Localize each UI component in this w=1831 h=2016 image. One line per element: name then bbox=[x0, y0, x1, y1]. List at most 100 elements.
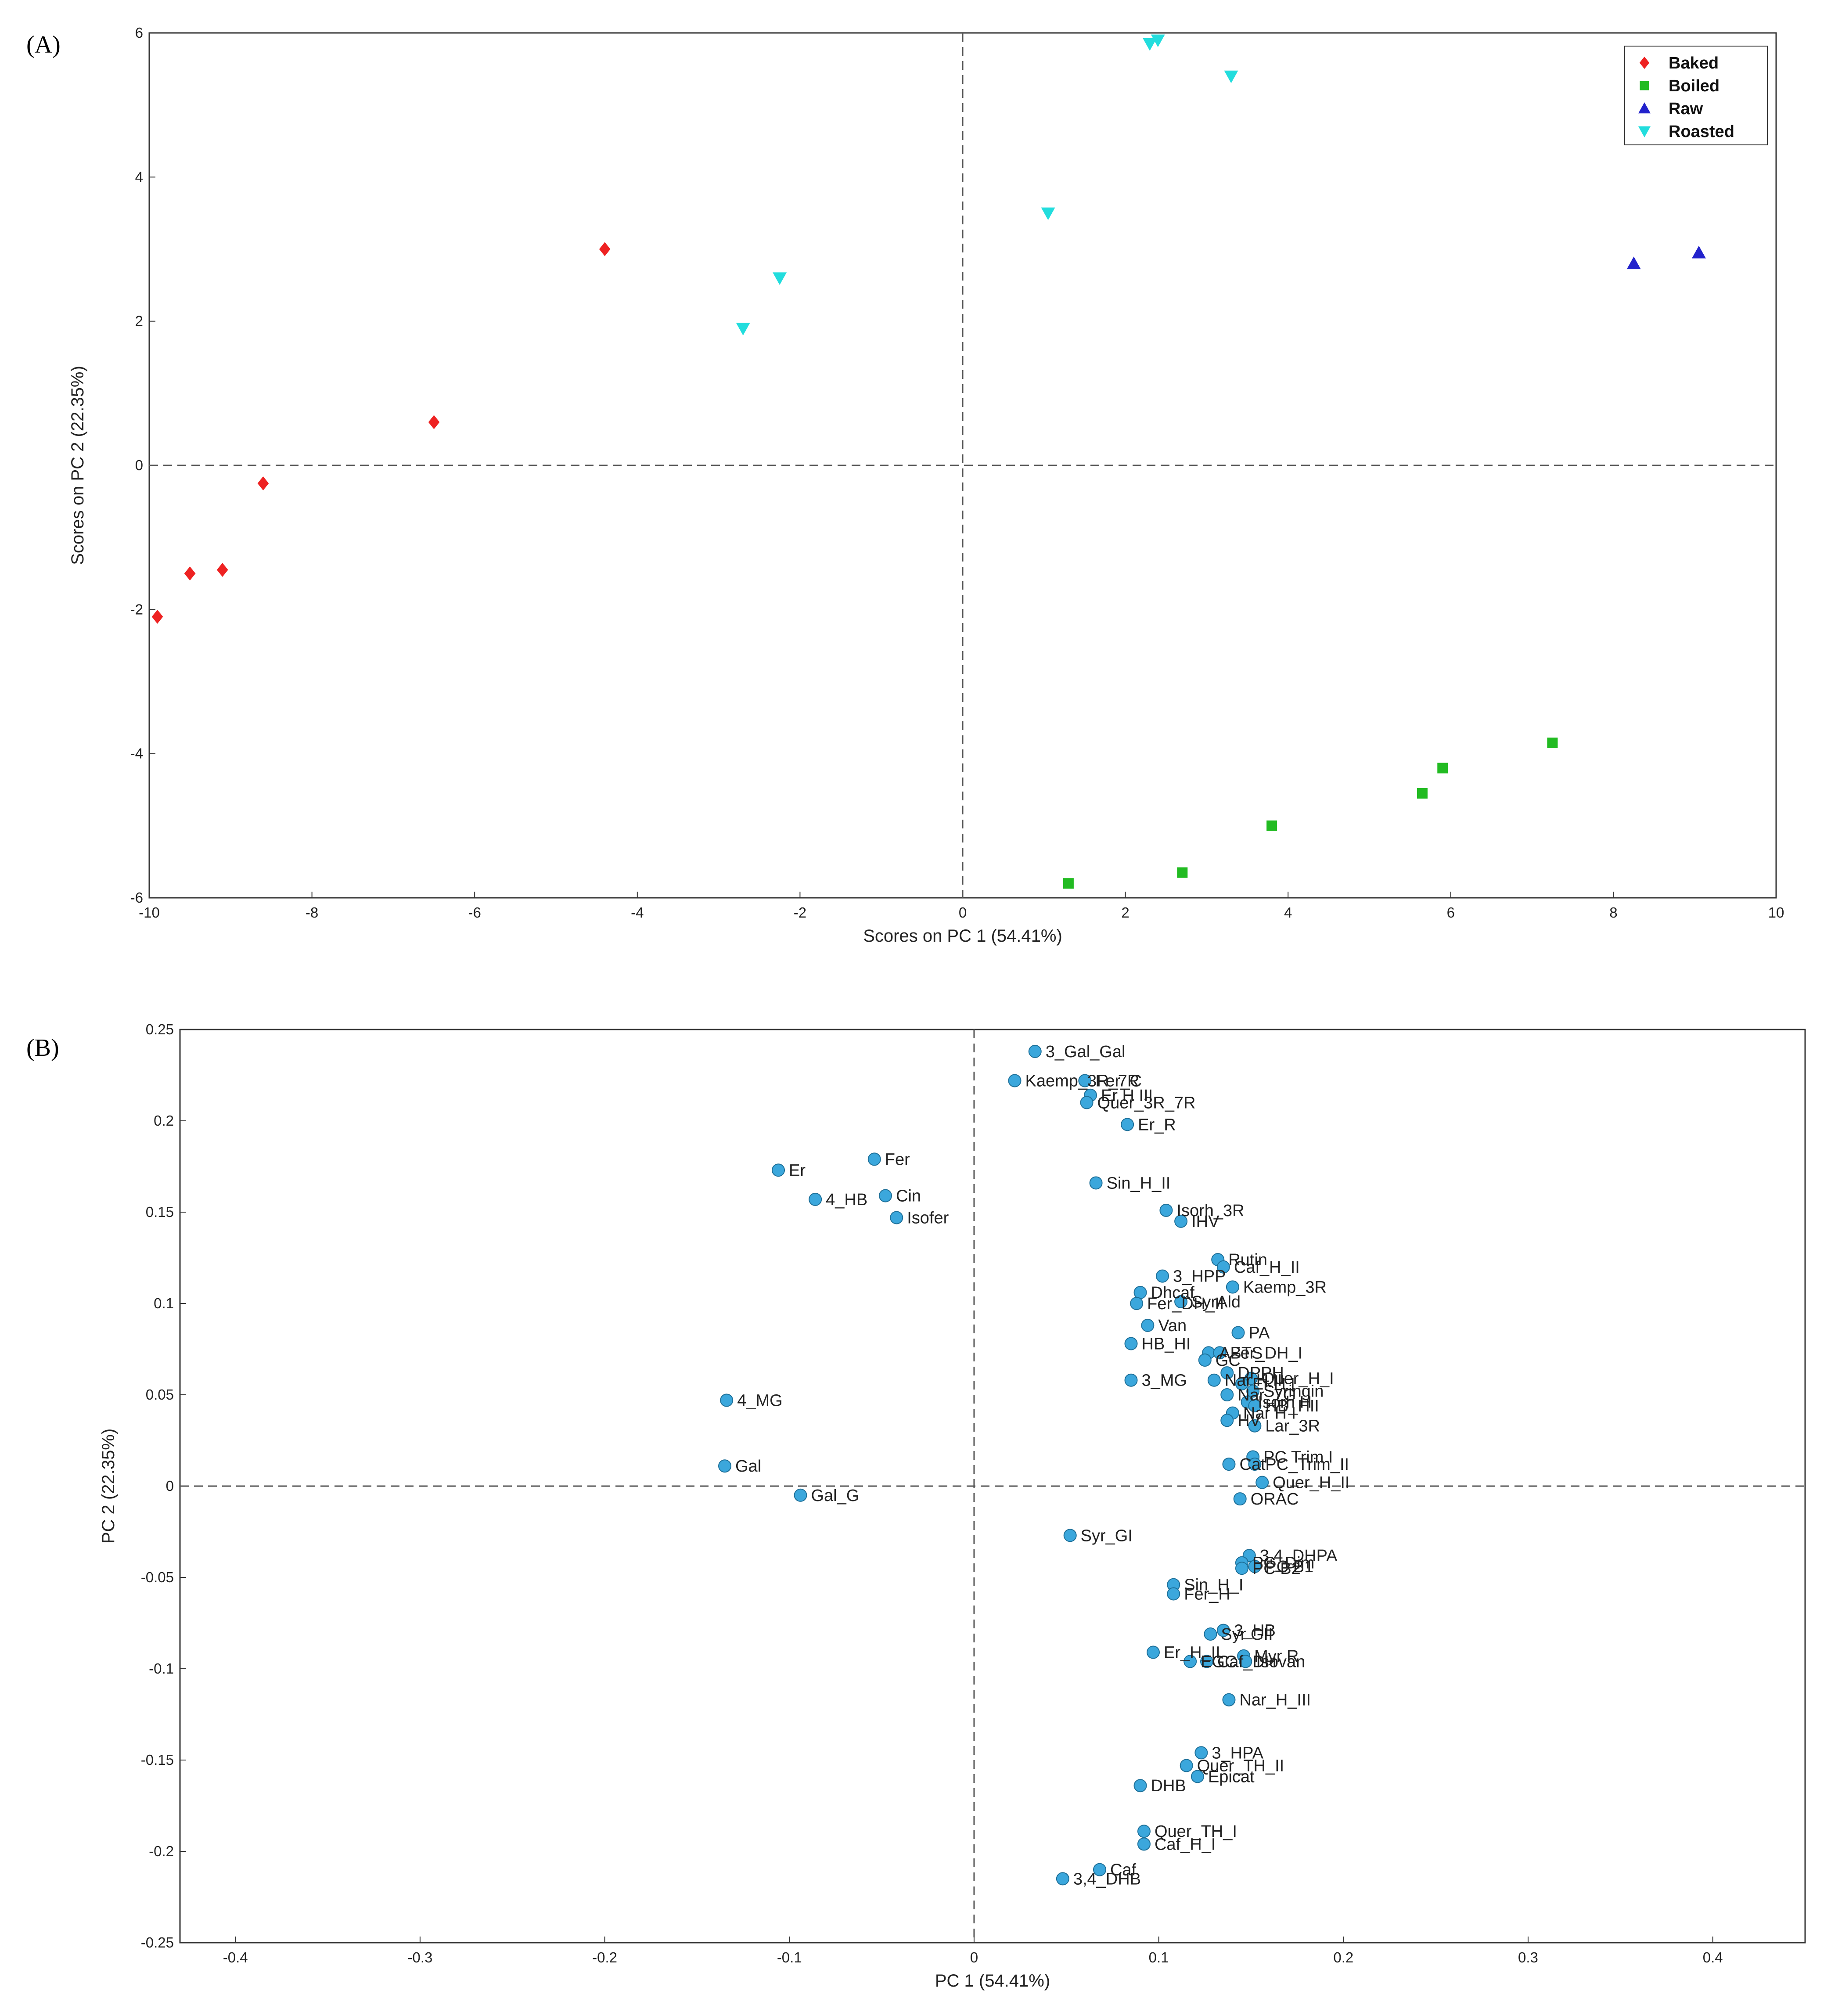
scores-x-tick-label: -8 bbox=[306, 904, 318, 921]
series-boiled bbox=[1063, 738, 1558, 889]
scores-legend: Baked Boiled Raw Roasted bbox=[1624, 46, 1768, 145]
legend-label-raw: Raw bbox=[1669, 100, 1703, 118]
loading-point-3-hpa bbox=[1194, 1746, 1208, 1760]
loading-label-hb-hii: HB_HII bbox=[1265, 1397, 1319, 1415]
loading-point-3-gal-gal bbox=[1028, 1044, 1042, 1058]
loading-point-fer-h bbox=[1167, 1587, 1180, 1601]
loading-point-3-4-dhb bbox=[1056, 1872, 1069, 1886]
loading-point-syr-gi bbox=[1063, 1529, 1077, 1542]
loading-point-fer bbox=[867, 1152, 881, 1166]
loadings-x-tick-label: -0.2 bbox=[592, 1949, 617, 1966]
legend-label-roasted: Roasted bbox=[1669, 122, 1734, 141]
loading-label-pc-dim: PC_Dim bbox=[1252, 1554, 1314, 1573]
raw-point bbox=[1691, 245, 1706, 259]
legend-label-boiled: Boiled bbox=[1669, 77, 1719, 95]
loadings-x-tick-label: 0.4 bbox=[1703, 1949, 1723, 1966]
loading-point-3-hb bbox=[1216, 1624, 1230, 1637]
loading-label-3-hpa: 3_HPA bbox=[1212, 1744, 1263, 1762]
loading-point-pc-b1 bbox=[1248, 1560, 1262, 1573]
loading-point-dhcaf bbox=[1133, 1286, 1147, 1300]
loading-label-isorh-3r: Isorh_3R bbox=[1176, 1202, 1244, 1220]
loading-point-egc bbox=[1183, 1655, 1197, 1668]
loading-point-4-hb bbox=[809, 1192, 822, 1206]
loading-label-quer-th-i: Quer_TH_I bbox=[1155, 1822, 1237, 1841]
scores-x-tick-label: -6 bbox=[468, 904, 481, 921]
loadings-y-tick-label: 0.2 bbox=[154, 1112, 174, 1129]
loading-label-fer-dh-i: Fer_DH_I bbox=[1230, 1344, 1302, 1362]
loading-point-er-r bbox=[1121, 1118, 1134, 1131]
loading-point-gc bbox=[1198, 1353, 1212, 1367]
loadings-x-tick-label: -0.4 bbox=[223, 1949, 248, 1966]
loading-label-4-hb: 4_HB bbox=[826, 1191, 867, 1209]
loading-label-4-mg: 4_MG bbox=[737, 1391, 782, 1410]
loading-label-egc: EGC bbox=[1201, 1652, 1237, 1671]
roasted-point bbox=[1041, 207, 1055, 220]
loading-point-gal-g bbox=[794, 1488, 807, 1502]
loading-point-orac bbox=[1233, 1492, 1247, 1506]
loading-point-4-mg bbox=[720, 1393, 734, 1407]
loading-label-cat: Cat bbox=[1239, 1455, 1266, 1474]
loadings-y-tick-label: -0.05 bbox=[141, 1569, 174, 1585]
boiled-point bbox=[1437, 763, 1448, 774]
loading-label-pc-b2: PC B2 bbox=[1252, 1559, 1301, 1578]
loading-label-quer-th-ii: Quer_TH_II bbox=[1197, 1757, 1284, 1775]
baked-point bbox=[428, 415, 440, 429]
scores-x-tick-label: 10 bbox=[1768, 904, 1784, 921]
loading-point-3-hpp bbox=[1156, 1269, 1169, 1283]
loading-point-nar-h-ii bbox=[1207, 1373, 1221, 1387]
loading-label-er-r: Er_R bbox=[1138, 1116, 1176, 1134]
loading-point-er-h-ii bbox=[1146, 1645, 1160, 1659]
loading-point-syrald bbox=[1174, 1295, 1188, 1308]
loading-label-3-hpp: 3_HPP bbox=[1173, 1267, 1226, 1286]
loading-label-syringin: Syringin bbox=[1263, 1382, 1324, 1401]
boiled-point bbox=[1417, 788, 1428, 799]
loading-label-orac: ORAC bbox=[1251, 1490, 1299, 1508]
loading-label-caf-dh: Caf_DH bbox=[1217, 1652, 1277, 1671]
loading-label-quer-h-ii: Quer_H_II bbox=[1273, 1474, 1349, 1492]
boiled-point bbox=[1547, 738, 1558, 749]
loading-label-nar-h-ii: Nar H II bbox=[1225, 1372, 1282, 1390]
loading-point-cin bbox=[879, 1189, 892, 1202]
loadings-y-tick-label: -0.25 bbox=[141, 1934, 174, 1951]
loading-label-fer-dh-ii: Fer_DH_II bbox=[1147, 1295, 1224, 1313]
series-roasted bbox=[736, 34, 1238, 336]
loading-points bbox=[718, 1044, 1269, 1886]
scores-x-tick-label: -2 bbox=[794, 904, 806, 921]
loading-label-isofer: Isofer bbox=[907, 1209, 949, 1227]
scores-y-tick-label: -4 bbox=[130, 745, 143, 762]
loading-point-hb-hi bbox=[1124, 1337, 1138, 1350]
loading-label-gal-g: Gal_G bbox=[811, 1487, 859, 1505]
roasted-point bbox=[1151, 34, 1165, 47]
baked-point bbox=[151, 609, 163, 624]
boiled-point bbox=[1063, 878, 1074, 889]
loading-point-er bbox=[772, 1163, 785, 1177]
loading-label-pa: PA bbox=[1249, 1324, 1270, 1343]
loading-label-syr-gii: Syr GII bbox=[1221, 1625, 1273, 1644]
loading-label-3-gal-gal: 3_Gal_Gal bbox=[1046, 1043, 1126, 1061]
loadings-x-tick-label: 0.2 bbox=[1333, 1949, 1353, 1966]
loading-point-quer-h-ii bbox=[1255, 1476, 1269, 1489]
loading-label-isorh-h: Isorh H bbox=[1258, 1393, 1312, 1412]
loading-label-gc: GC bbox=[1216, 1351, 1241, 1370]
scores-x-tick-label: 8 bbox=[1609, 904, 1617, 921]
scores-y-tick-label: -2 bbox=[130, 601, 143, 617]
roasted-point bbox=[1224, 70, 1238, 83]
loading-point-quer-th-ii bbox=[1180, 1759, 1193, 1772]
scores-x-tick-label: 6 bbox=[1447, 904, 1455, 921]
loading-label-sin-h-i: Sin_H_I bbox=[1184, 1576, 1243, 1595]
loading-label-kaemp-3r-7r: Kaemp_3R_7R bbox=[1025, 1072, 1139, 1090]
scores-x-tick-label: -10 bbox=[139, 904, 160, 921]
scores-plot: -10 -8 -6 -4 -2 0 2 4 6 8 10 -6 -4 -2 0 2 4 6 Scores on PC… bbox=[68, 25, 1784, 946]
legend-marker-boiled bbox=[1640, 81, 1649, 90]
baked-point bbox=[599, 242, 611, 256]
loading-point-epicat bbox=[1191, 1770, 1204, 1783]
loading-point-syr-gii bbox=[1204, 1627, 1217, 1641]
loading-point-caf bbox=[1093, 1863, 1106, 1876]
loading-label-3-4-dhb: 3,4_DHB bbox=[1073, 1870, 1141, 1888]
loading-label-caf-h-ii: Caf_H_II bbox=[1234, 1258, 1300, 1277]
loading-point-3-mg bbox=[1124, 1373, 1138, 1387]
loading-point-quer-th-i bbox=[1137, 1825, 1151, 1838]
loading-label-3-mg: 3_MG bbox=[1142, 1372, 1187, 1390]
loadings-x-tick-label: -0.1 bbox=[777, 1949, 802, 1966]
